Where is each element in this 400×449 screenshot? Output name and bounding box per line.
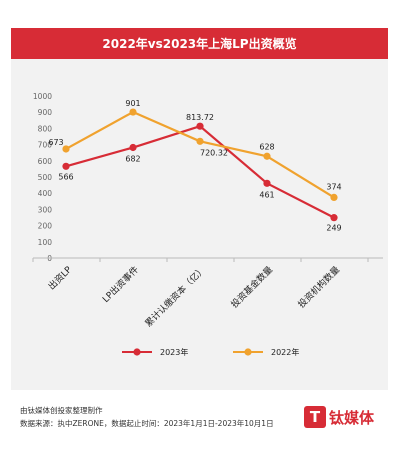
brand-logo-icon: T [304,406,326,428]
brand-logo-text: 钛媒体 [329,408,375,427]
chart-panel [11,28,388,390]
data-label: 374 [326,182,341,191]
data-point [263,152,271,160]
data-point [330,214,338,222]
data-point [62,145,70,153]
footer-source: 数据来源：执中ZERONE，数据起止时间：2023年1月1日-2023年10月1… [20,419,274,428]
data-point [129,143,137,152]
data-point [129,108,137,116]
data-point [263,179,271,187]
chart-title: 2022年vs2023年上海LP出资概览 [102,37,297,51]
x-tick-label: 投资机构数量 [295,264,342,311]
y-tick-label: 600 [38,157,53,166]
y-tick-label: 400 [38,189,53,198]
x-tick-label: LP出资事件 [100,264,141,305]
y-tick-label: 800 [38,124,53,133]
legend-label: 2022年 [271,347,299,357]
data-label: 901 [125,99,140,108]
data-point [196,137,204,145]
data-label: 566 [58,172,73,181]
chart-title-bar: 2022年vs2023年上海LP出资概览 [11,28,388,59]
y-tick-label: 300 [38,205,53,214]
y-tick-label: 200 [38,222,53,231]
line-chart: 01002003004005006007008009001000出资LPLP出资… [32,92,383,357]
legend-marker [244,348,252,356]
data-label: 813.72 [186,113,214,122]
data-point [62,162,70,170]
legend-label: 2023年 [160,347,188,357]
footer-credit: 由钛媒体创投家整理制作 [20,406,103,415]
data-label: 461 [259,190,274,199]
y-tick-label: 100 [38,238,53,247]
data-label: 720.32 [200,148,228,157]
data-label: 628 [259,142,274,151]
data-label: 249 [326,224,341,233]
brand-logo: T 钛媒体 [304,403,374,431]
data-label: 673 [48,138,63,147]
y-tick-label: 1000 [33,92,52,101]
data-label: 682 [125,155,140,164]
data-point [196,122,204,130]
legend-marker [133,348,141,356]
data-point [330,193,338,202]
y-tick-label: 700 [38,141,53,150]
x-tick-label: 投资基金数量 [228,264,275,311]
y-tick-label: 900 [38,108,53,117]
x-tick-label: 出资LP [46,263,75,292]
y-tick-label: 500 [38,173,53,182]
x-tick-label: 累计认缴资本（亿） [142,264,208,330]
